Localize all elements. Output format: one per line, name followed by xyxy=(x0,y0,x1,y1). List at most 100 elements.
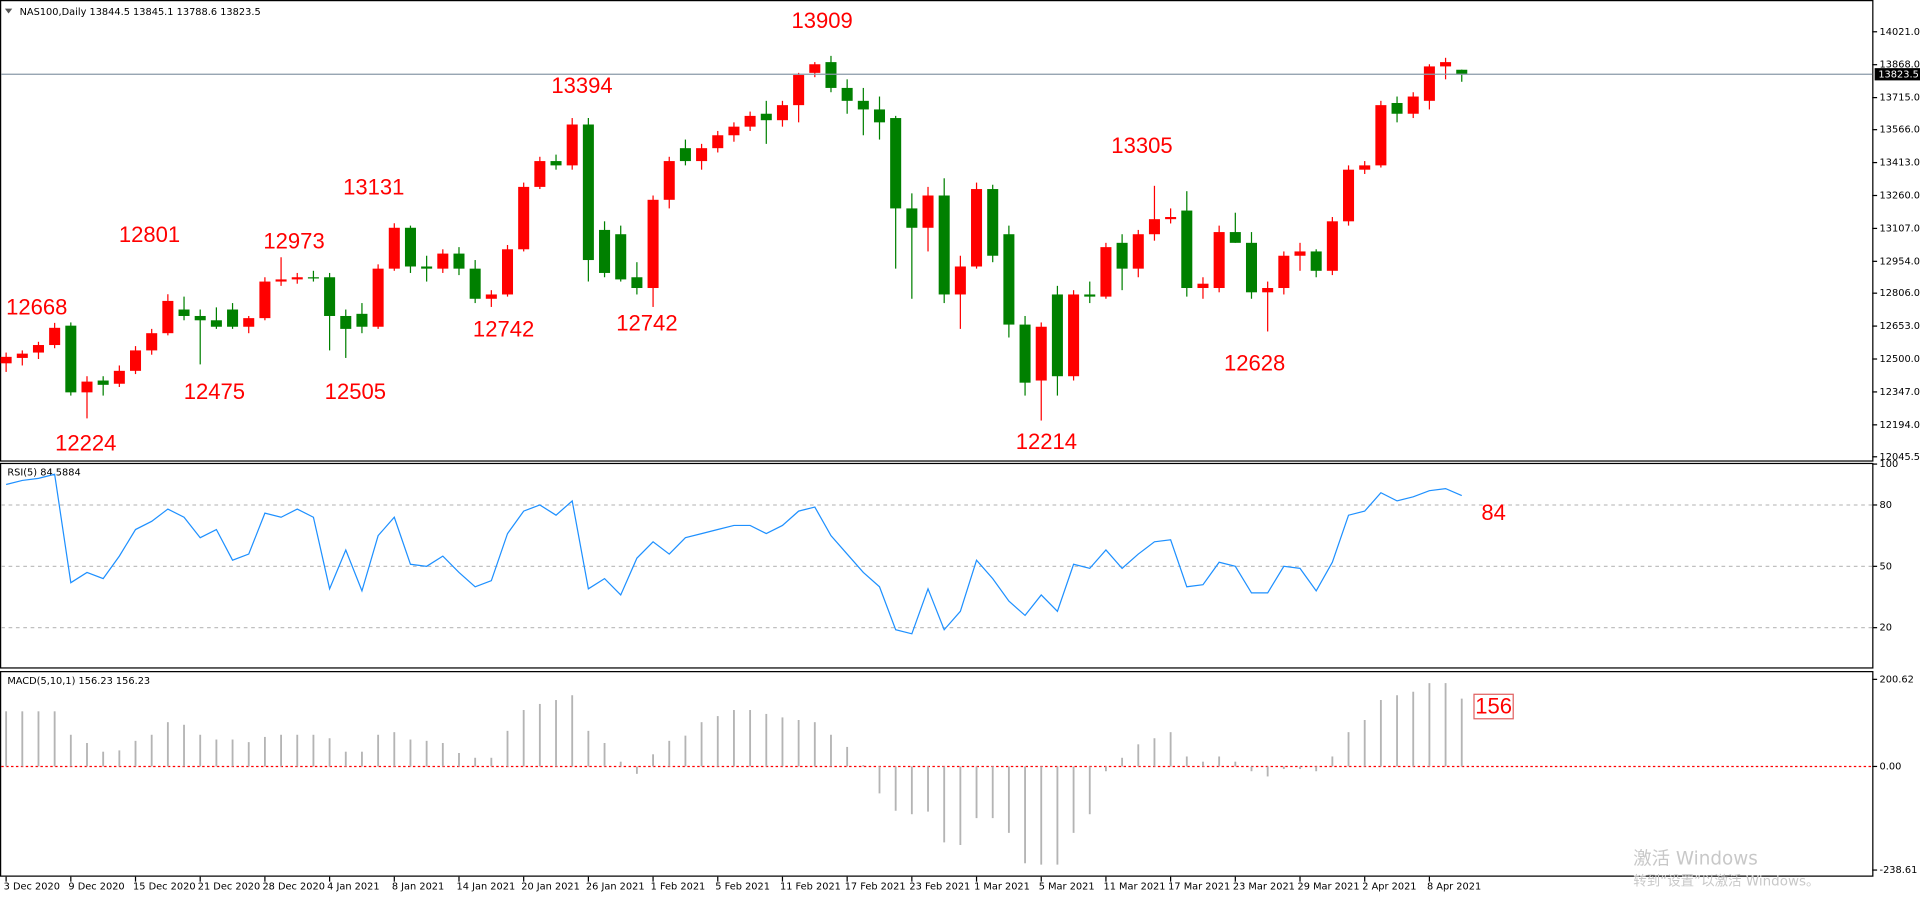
candle-body xyxy=(841,87,853,101)
candle-body xyxy=(518,186,530,250)
candle-body xyxy=(550,161,562,166)
candle-body xyxy=(760,113,772,121)
annotation: 13909 xyxy=(792,8,853,33)
x-tick-label: 8 Apr 2021 xyxy=(1427,882,1481,893)
candle-body xyxy=(1440,62,1452,67)
candle-body xyxy=(987,189,999,256)
y-tick-label: 13868.0 xyxy=(1880,60,1920,71)
y-tick-label: 0.00 xyxy=(1880,761,1902,772)
candle-body xyxy=(437,253,449,269)
annotation: 12668 xyxy=(6,294,67,319)
candle-body xyxy=(971,189,983,267)
candle-body xyxy=(1229,232,1241,243)
y-tick-label: 12347.0 xyxy=(1880,387,1920,398)
menu-icon[interactable] xyxy=(4,8,13,14)
candle-body xyxy=(340,315,352,329)
x-tick-label: 11 Mar 2021 xyxy=(1103,882,1165,893)
candle-body xyxy=(938,195,950,295)
macd-title: MACD(5,10,1) xyxy=(7,676,75,687)
x-tick-label: 17 Feb 2021 xyxy=(845,882,906,893)
candle-body xyxy=(97,380,109,385)
y-tick-label: 14021.0 xyxy=(1880,27,1920,38)
x-tick-label: 1 Feb 2021 xyxy=(651,882,706,893)
annotation: 12475 xyxy=(184,379,245,404)
candle-body xyxy=(259,281,271,319)
x-tick-label: 4 Jan 2021 xyxy=(327,882,379,893)
candle-body xyxy=(307,277,319,279)
candle-body xyxy=(1148,219,1160,235)
candle-body xyxy=(1068,294,1080,377)
candle-body xyxy=(421,266,433,269)
candle-body xyxy=(1035,326,1047,381)
x-tick-label: 1 Mar 2021 xyxy=(974,882,1030,893)
candle-body xyxy=(469,268,481,299)
x-tick-label: 11 Feb 2021 xyxy=(780,882,841,893)
candle-body xyxy=(890,118,902,209)
candle-body xyxy=(1116,242,1128,269)
open: 13844.5 xyxy=(89,7,129,18)
candle-body xyxy=(663,161,675,200)
close: 13823.5 xyxy=(220,7,260,18)
x-tick-label: 26 Jan 2021 xyxy=(586,882,645,893)
candle-body xyxy=(130,350,142,371)
candle-body xyxy=(744,115,756,127)
high: 13845.1 xyxy=(133,7,173,18)
candle-body xyxy=(162,300,174,334)
annotation: 12214 xyxy=(1016,429,1077,454)
candle-body xyxy=(356,313,368,327)
y-tick-label: 50 xyxy=(1880,561,1892,572)
annotation: 12742 xyxy=(473,316,534,341)
y-tick-label: 80 xyxy=(1880,500,1892,511)
y-tick-label: -238.61 xyxy=(1880,865,1918,876)
annotation: 84 xyxy=(1481,500,1506,525)
candle-body xyxy=(1165,217,1177,220)
candle-body xyxy=(1326,221,1338,271)
candle-body xyxy=(1375,105,1387,166)
candle-body xyxy=(453,253,465,269)
candle-body xyxy=(615,234,627,280)
candle-body xyxy=(210,320,222,327)
candle-body xyxy=(1245,242,1258,293)
candle-body xyxy=(857,100,869,110)
candle-body xyxy=(146,333,158,351)
candle-body xyxy=(372,268,384,327)
candle-body xyxy=(679,148,691,162)
watermark-title: 激活 Windows xyxy=(1633,849,1758,870)
candle-body xyxy=(1407,96,1419,114)
candle-body xyxy=(1132,234,1144,269)
candle-body xyxy=(227,309,239,327)
candle-body xyxy=(1310,251,1322,271)
annotation: 156 xyxy=(1475,694,1512,719)
candle-body xyxy=(243,318,255,327)
y-tick-label: 200.62 xyxy=(1880,674,1914,685)
candle-body xyxy=(1278,255,1290,289)
x-tick-label: 3 Dec 2020 xyxy=(4,882,60,893)
candle-body xyxy=(1262,288,1274,293)
annotation: 13394 xyxy=(551,73,612,98)
y-tick-label: 12954.0 xyxy=(1880,256,1920,267)
y-tick-label: 12194.0 xyxy=(1880,420,1920,431)
candle-body xyxy=(1019,324,1031,383)
candle-body xyxy=(534,161,546,187)
rsi-header: RSI(5) 84.5884 xyxy=(7,468,80,479)
x-tick-label: 23 Feb 2021 xyxy=(909,882,970,893)
y-tick-label: 20 xyxy=(1880,623,1892,634)
candle-body xyxy=(776,105,788,121)
annotation: 12224 xyxy=(55,430,116,455)
candle-body xyxy=(1423,66,1435,101)
annotation: 12742 xyxy=(616,310,677,335)
rsi-line xyxy=(5,473,1462,635)
candle-body xyxy=(1084,294,1096,297)
candle-body xyxy=(1213,232,1225,289)
candle-body xyxy=(388,227,400,269)
x-tick-label: 17 Mar 2021 xyxy=(1168,882,1230,893)
candle-body xyxy=(1456,69,1468,75)
x-tick-label: 5 Feb 2021 xyxy=(715,882,770,893)
candle-body xyxy=(1100,247,1112,297)
candle-body xyxy=(825,62,837,88)
candle-body xyxy=(275,279,287,282)
x-tick-label: 28 Dec 2020 xyxy=(262,882,325,893)
annotation: 12628 xyxy=(1224,351,1285,376)
